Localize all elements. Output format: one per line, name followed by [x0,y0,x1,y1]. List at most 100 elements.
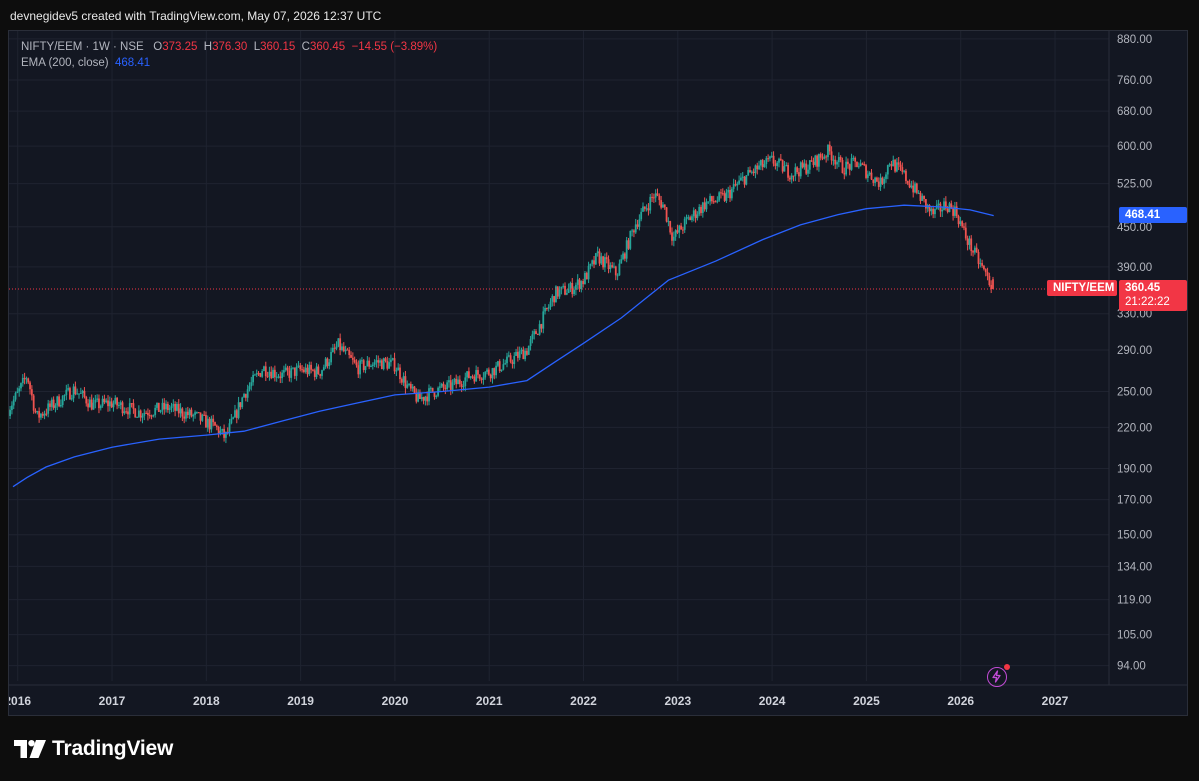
candle-body [955,206,958,216]
candle-body [371,364,374,367]
candle-body [36,411,39,413]
candle-body [324,358,327,368]
candle-body [225,431,227,438]
candle-body [711,196,713,202]
candle-body [254,374,256,376]
candle-body [614,266,617,276]
candle-body [348,349,351,356]
candle-body [201,414,204,421]
y-tick-label: 600.00 [1117,141,1152,153]
candle-body [790,175,793,180]
candle-body [105,400,108,403]
candle-body [828,144,831,152]
candle-body [118,404,120,406]
candle-body [823,156,826,159]
flash-icon[interactable] [987,664,1010,687]
candle-body [333,347,336,349]
candle-body [206,418,209,428]
change-value: −14.55 (−3.89%) [351,41,438,53]
candle-body [404,376,407,388]
candle-body [448,380,450,383]
candle-body [975,247,978,252]
candle-body [542,311,545,329]
candle-body [545,307,548,309]
candle-body [511,361,514,365]
candle-body [730,188,733,199]
candle-body [373,362,376,365]
candle-body [125,411,128,413]
ema-legend-row[interactable]: EMA (200, close) 468.41 [21,55,437,71]
candle-body [513,355,516,365]
candle-body [168,408,171,410]
candle-body [529,339,532,346]
candle-body [961,221,964,227]
candle-body [674,230,677,237]
candle-body [876,177,878,182]
candle-body [571,282,574,295]
candle-body [34,410,37,413]
candle-body [141,415,144,418]
candle-body [384,358,387,361]
candle-body [906,180,909,184]
candle-body [357,365,360,375]
candlestick-chart[interactable]: 880.00 760.00 680.00 600.00 525.00 450.00 390.… [9,31,1187,715]
candle-body [964,227,967,239]
candle-body [667,221,670,223]
candle-body [678,225,681,233]
candle-body [272,369,274,379]
candle-body [707,201,710,203]
candle-body [763,164,766,168]
candle-body [750,171,753,173]
candle-body [857,166,860,168]
candle-body [598,251,601,264]
candle-body [157,402,160,412]
candle-body [165,403,167,410]
candle-body [79,392,82,394]
candle-body [455,378,458,385]
candle-body [453,378,456,383]
y-tick-label: 330.00 [1117,309,1152,321]
candle-body [99,405,102,409]
candle-body [185,411,187,419]
candle-body [698,206,701,215]
symbol-label: NIFTY/EEM · 1W · NSE [21,41,144,53]
candle-body [932,208,935,215]
candle-body [92,402,95,410]
candle-body [163,402,166,410]
candle-body [625,240,628,259]
candle-body [634,224,637,233]
candle-body [551,296,554,302]
candle-body [518,351,521,358]
candle-body [685,217,688,219]
tradingview-logo[interactable]: TradingView [14,737,173,761]
candle-body [353,359,356,363]
y-tick-label: 390.00 [1117,262,1152,274]
candle-body [886,165,889,175]
candle-body [364,366,367,371]
candle-body [868,172,871,175]
candle-body [487,369,490,375]
candle-body [14,392,17,400]
candle-body [346,349,349,351]
candle-body [402,376,405,383]
y-tick-label: 250.00 [1117,387,1152,399]
candle-body [660,200,663,208]
candle-body [943,201,945,210]
candle-body [535,331,537,335]
candle-body [536,334,539,336]
candle-body [121,402,124,414]
candle-body [676,230,679,233]
y-tick-label: 134.00 [1117,561,1152,573]
chart-panel[interactable]: 880.00 760.00 680.00 600.00 525.00 450.00 390.… [8,30,1188,716]
candle-body [375,360,378,363]
candle-body [785,164,788,167]
candle-body [544,307,546,312]
candle-body [50,399,53,407]
low-label: L [253,41,261,53]
candle-body [680,225,682,230]
candle-body [486,369,488,372]
candle-body [701,202,704,214]
y-tick-label: 220.00 [1117,422,1152,434]
candle-body [716,200,719,202]
candle-body [493,368,496,376]
